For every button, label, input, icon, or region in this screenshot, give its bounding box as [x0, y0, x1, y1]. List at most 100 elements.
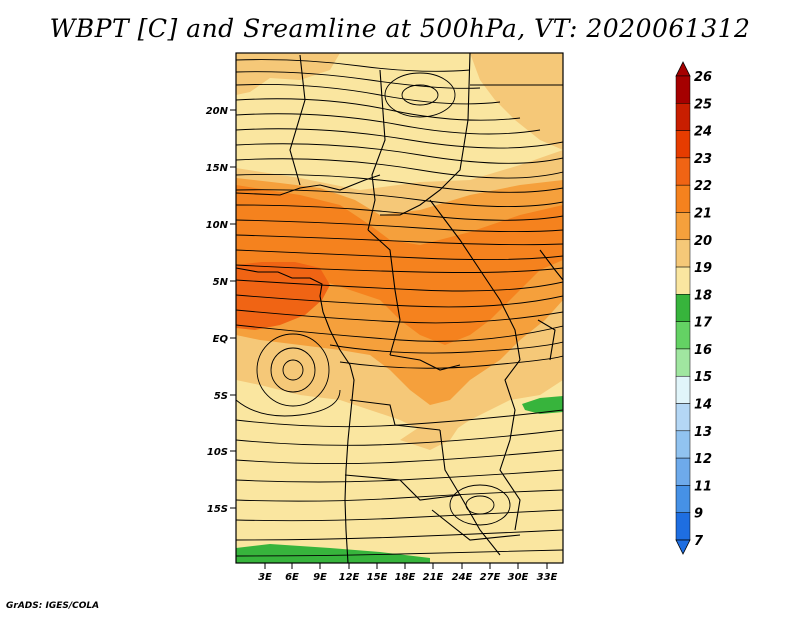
colorbar-swatch: [675, 512, 691, 541]
field-north-west-20: [236, 53, 340, 95]
colorbar-label: 14: [694, 398, 712, 413]
colorbar-swatch: [675, 212, 691, 241]
colorbar-label: 15: [694, 370, 712, 385]
swirl-ring: [282, 359, 304, 381]
streamline: [236, 158, 563, 179]
streamline: [236, 59, 471, 72]
border-sahel: [236, 174, 381, 196]
streamline: [236, 409, 563, 428]
grads-credit: GrADS: IGES/COLA: [6, 601, 100, 611]
colorbar-swatch: [675, 403, 691, 432]
lon-label-9e: 9E: [313, 572, 327, 583]
streamline: [236, 173, 563, 193]
border: [389, 354, 461, 371]
lon-axis: 3E 6E 9E 12E 15E 18E 21E 24E 27E 30E 33E: [258, 563, 558, 583]
field-core-23: [236, 262, 330, 330]
colorbar-swatch: [675, 348, 691, 377]
lat-label-5s: 5S: [214, 391, 228, 402]
colorbar-label: 22: [694, 179, 712, 194]
lon-label-24e: 24E: [452, 572, 473, 583]
border: [431, 509, 521, 541]
border: [499, 359, 521, 531]
colorbar-swatch: [675, 457, 691, 486]
wbpt-field: [236, 53, 563, 563]
colorbar-label: 7: [694, 534, 704, 549]
colorbar-label: 23: [694, 152, 712, 167]
field-southwest-17: [236, 544, 430, 563]
lon-label-33e: 33E: [537, 572, 558, 583]
lon-label-30e: 30E: [508, 572, 529, 583]
border: [349, 399, 441, 431]
streamline: [236, 128, 563, 149]
colorbar-swatch: [675, 157, 691, 186]
streamline: [236, 389, 341, 417]
border: [429, 199, 521, 361]
field-belt-22: [236, 185, 563, 345]
streamline: [236, 489, 563, 502]
colorbar-label: 11: [694, 479, 712, 494]
border: [344, 474, 461, 501]
colorbar-top-arrow: [675, 61, 691, 77]
colorbar-swatch: [675, 266, 691, 295]
colorbar-swatch: [675, 184, 691, 213]
field-south-patch-20: [400, 410, 470, 450]
swirl-ring: [449, 484, 511, 526]
lon-label-27e: 27E: [480, 572, 501, 583]
streamline: [236, 264, 563, 273]
colorbar-swatch: [675, 130, 691, 159]
colorbar-labels: 26 25 24 23 22 21 20 19 18 17 16 15 14 13 12 11 9 7: [694, 70, 713, 549]
border: [539, 249, 563, 281]
colorbar-swatch: [675, 485, 691, 513]
colorbar-swatch: [675, 375, 691, 404]
map-title: WBPT [C] and Sreamline at 500hPa, VT: 20…: [49, 14, 751, 43]
streamline: [236, 324, 563, 342]
swirl-ring: [401, 84, 439, 106]
colorbar-label: 12: [694, 452, 712, 467]
lon-label-3e: 3E: [258, 572, 272, 583]
lon-label-6e: 6E: [285, 572, 299, 583]
colorbar-label: 24: [694, 125, 712, 140]
colorbar-label: 16: [694, 343, 712, 358]
lon-label-18e: 18E: [395, 572, 416, 583]
streamline: [236, 219, 563, 233]
boundaries: [236, 53, 563, 563]
colorbar-swatch: [675, 294, 691, 322]
colorbar-label: 26: [694, 70, 712, 85]
border: [380, 53, 471, 216]
swirl-ring: [256, 333, 330, 407]
streamline: [236, 279, 563, 292]
streamline: [236, 249, 563, 261]
colorbar: 26 25 24 23 22 21 20 19 18 17 16 15 14 13 12 11 9 7: [675, 61, 713, 555]
border: [367, 69, 386, 231]
streamline: [236, 84, 501, 105]
lat-label-5n: 5N: [213, 277, 229, 288]
streamline: [236, 113, 541, 135]
field-north-east-20: [470, 53, 563, 150]
colorbar-bottom-arrow: [675, 539, 691, 555]
lat-label-15s: 15S: [207, 504, 228, 515]
colorbar-label: 17: [694, 316, 713, 331]
lat-axis: 20N 15N 10N 5N EQ 5S 10S 15S: [206, 106, 236, 515]
streamline: [236, 189, 563, 207]
streamline: [236, 294, 563, 308]
field-south-19: [236, 380, 563, 563]
streamline: [236, 234, 563, 246]
colorbar-swatch: [675, 321, 691, 350]
swirl-ring: [384, 72, 456, 118]
colorbar-swatches: [675, 61, 691, 555]
lake-victoria: [537, 319, 556, 361]
colorbar-label: 13: [694, 425, 712, 440]
border: [367, 229, 401, 356]
map-frame: [235, 52, 564, 564]
colorbar-label: 25: [694, 97, 712, 112]
streamline: [236, 429, 563, 446]
streamline: [236, 98, 521, 121]
streamline: [236, 204, 563, 221]
coastline: [236, 267, 355, 563]
lat-label-15n: 15N: [206, 163, 229, 174]
streamline: [236, 529, 563, 541]
colorbar-label: 21: [694, 206, 712, 221]
lat-label-10s: 10S: [207, 447, 228, 458]
swirl-ring: [270, 347, 316, 393]
